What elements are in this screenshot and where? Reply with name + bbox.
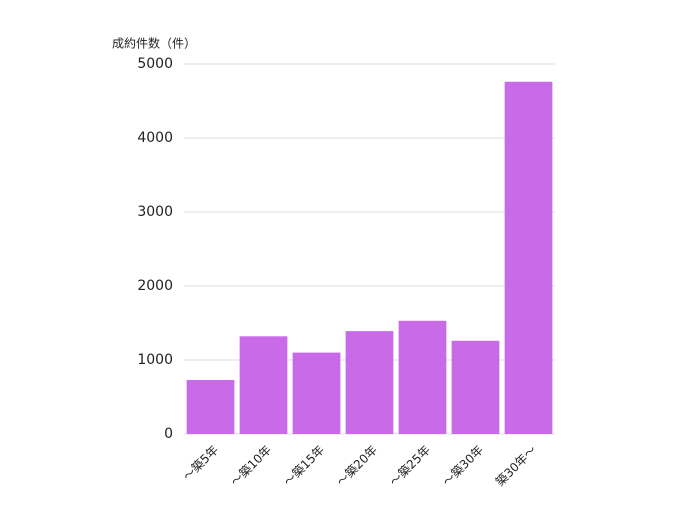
x-tick-label: ～築10年 [227, 442, 274, 489]
x-tick-label: ～築15年 [280, 442, 327, 489]
bar [345, 331, 394, 434]
x-tick-label: ～築20年 [333, 442, 380, 489]
bar [239, 336, 288, 434]
y-axis-title: 成約件数（件） [112, 36, 196, 51]
y-tick-label: 0 [164, 426, 173, 442]
x-tick-label: ～築25年 [386, 442, 433, 489]
bar [292, 352, 341, 434]
y-tick-label: 5000 [137, 56, 173, 72]
bar [451, 340, 500, 434]
x-tick-label: ～築5年 [180, 442, 221, 483]
bar [398, 320, 447, 434]
x-tick-label: ～築30年 [439, 442, 486, 489]
x-tick-label: 築30年～ [492, 442, 539, 489]
y-tick-label: 1000 [137, 352, 173, 368]
y-tick-label: 4000 [137, 130, 173, 146]
bar [504, 81, 553, 434]
bar [186, 379, 235, 434]
y-tick-label: 3000 [137, 204, 173, 220]
y-tick-label: 2000 [137, 278, 173, 294]
